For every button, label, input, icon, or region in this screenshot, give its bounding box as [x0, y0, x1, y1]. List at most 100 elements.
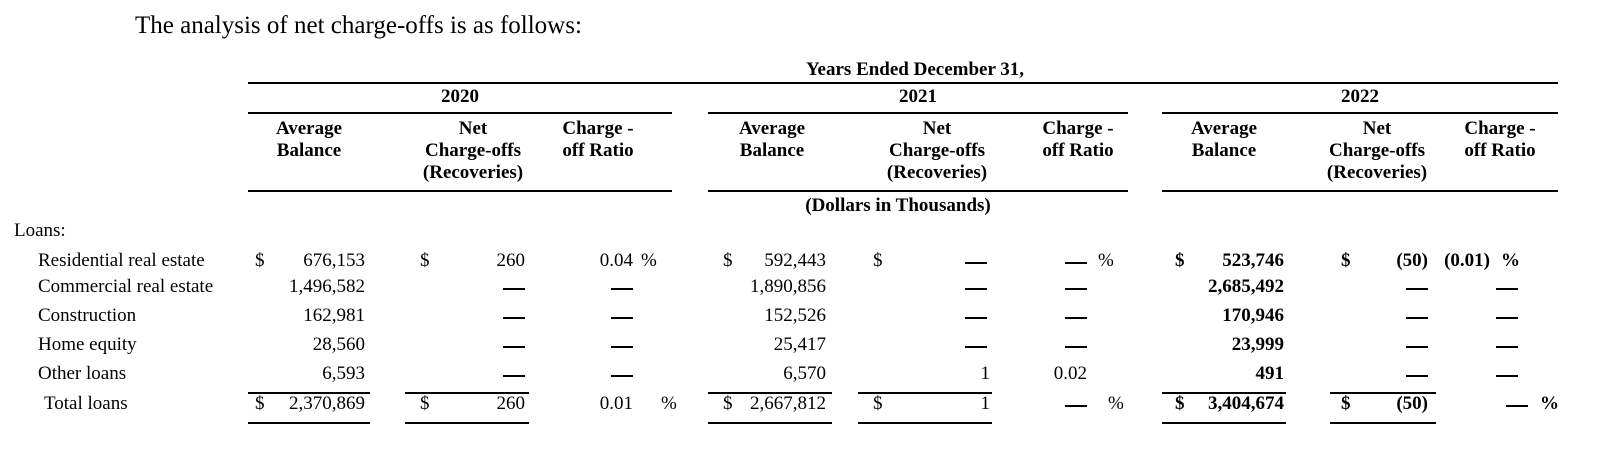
dollar-sign: $: [873, 250, 883, 271]
total-avg-balance: 2,370,869: [289, 393, 365, 414]
net-chargeoffs: 260: [496, 250, 526, 271]
avg-balance: 152,526: [764, 305, 826, 326]
year-2020: 2020: [441, 86, 479, 107]
span-title: Years Ended December 31,: [805, 59, 1025, 80]
avg-balance: 6,593: [322, 363, 365, 384]
col-net-2022: Net Charge-offs (Recoveries): [1326, 118, 1428, 183]
net-chargeoffs-dash: [965, 317, 987, 319]
dollar-sign: $: [255, 250, 265, 271]
net-chargeoffs-dash: [1406, 375, 1428, 377]
header-rule-2021: [708, 190, 1128, 192]
avg-balance: 523,746: [1222, 250, 1284, 271]
chargeoff-ratio-dash: [611, 288, 633, 290]
avg-balance: 25,417: [773, 334, 826, 355]
chargeoff-ratio-dash: [611, 375, 633, 377]
col-ratio-2020: Charge - off Ratio: [562, 118, 634, 161]
year-2020-rule: [248, 112, 672, 114]
chargeoff-ratio-dash: [1065, 346, 1087, 348]
percent-sign: %: [661, 393, 677, 414]
net-chargeoffs-dash: [965, 262, 987, 264]
chargeoff-ratio-dash: [1065, 288, 1087, 290]
header-top-rule: [248, 82, 1558, 84]
avg-balance: 676,153: [303, 250, 365, 271]
dollar-sign: $: [420, 250, 430, 271]
total-ratio-dash: [1065, 405, 1087, 407]
percent-sign: %: [1098, 250, 1114, 271]
net-chargeoffs-dash: [965, 288, 987, 290]
total-double-net-2020: [405, 422, 529, 424]
header-rule-2022: [1162, 190, 1558, 192]
total-double-avg-2020: [248, 422, 370, 424]
chargeoff-ratio-dash: [611, 346, 633, 348]
col-avg-2022: Average Balance: [1190, 118, 1258, 161]
chargeoff-ratio: (0.01): [1444, 250, 1490, 271]
total-net-chargeoffs: 260: [496, 393, 526, 414]
net-chargeoffs-dash: [965, 346, 987, 348]
chargeoff-ratio-dash: [1496, 375, 1518, 377]
total-label: Total loans: [44, 393, 128, 414]
year-2022-rule: [1162, 112, 1558, 114]
percent-sign: %: [1108, 393, 1124, 414]
col-net-2020: Net Charge-offs (Recoveries): [422, 118, 524, 183]
chargeoff-ratio-dash: [1065, 317, 1087, 319]
total-rule-avg-2020: [248, 392, 370, 394]
avg-balance: 162,981: [303, 305, 365, 326]
total-double-avg-2022: [1162, 422, 1286, 424]
total-double-net-2021: [858, 422, 992, 424]
total-ratio-dash: [1506, 405, 1528, 407]
total-double-avg-2021: [708, 422, 832, 424]
total-chargeoff-ratio: 0.01: [599, 393, 633, 414]
chargeoff-ratio: 0.04: [599, 250, 633, 271]
chargeoff-ratio: 0.02: [1053, 363, 1087, 384]
avg-balance: 6,570: [783, 363, 826, 384]
row-label: Residential real estate: [38, 250, 205, 271]
avg-balance: 1,890,856: [750, 276, 826, 297]
dollar-sign: $: [1341, 250, 1351, 271]
avg-balance: 28,560: [312, 334, 365, 355]
total-rule-net-2022: [1330, 392, 1436, 394]
col-net-2021: Net Charge-offs (Recoveries): [886, 118, 988, 183]
section-label: Loans:: [14, 220, 66, 241]
dollar-sign: $: [1341, 393, 1351, 414]
total-rule-avg-2022: [1162, 392, 1286, 394]
col-avg-2020: Average Balance: [275, 118, 343, 161]
net-chargeoffs-dash: [1406, 288, 1428, 290]
avg-balance: 1,496,582: [289, 276, 365, 297]
net-chargeoffs-dash: [503, 288, 525, 290]
total-avg-balance: 2,667,812: [750, 393, 826, 414]
chargeoff-ratio-dash: [611, 317, 633, 319]
avg-balance: 170,946: [1222, 305, 1284, 326]
year-2022: 2022: [1341, 86, 1379, 107]
percent-sign: %: [641, 250, 657, 271]
year-2021-rule: [708, 112, 1128, 114]
net-chargeoffs-dash: [1406, 317, 1428, 319]
total-rule-avg-2021: [708, 392, 832, 394]
net-chargeoffs-dash: [1406, 346, 1428, 348]
dollar-sign: $: [420, 393, 430, 414]
col-ratio-2021: Charge - off Ratio: [1042, 118, 1114, 161]
total-rule-net-2021: [858, 392, 992, 394]
chargeoff-ratio-dash: [1496, 288, 1518, 290]
percent-sign: %: [1540, 393, 1559, 414]
net-chargeoffs-dash: [503, 375, 525, 377]
dollar-sign: $: [1175, 393, 1185, 414]
dollar-sign: $: [873, 393, 883, 414]
dollar-sign: $: [723, 250, 733, 271]
chargeoff-ratio-dash: [1496, 346, 1518, 348]
row-label: Commercial real estate: [38, 276, 214, 297]
col-avg-2021: Average Balance: [738, 118, 806, 161]
total-rule-net-2020: [405, 392, 529, 394]
dollar-sign: $: [255, 393, 265, 414]
units-note: (Dollars in Thousands): [805, 195, 991, 216]
avg-balance: 2,685,492: [1208, 276, 1284, 297]
net-chargeoffs: 1: [980, 363, 991, 384]
percent-sign: %: [1501, 250, 1520, 271]
total-net-chargeoffs: (50): [1396, 393, 1428, 414]
col-ratio-2022: Charge - off Ratio: [1464, 118, 1536, 161]
total-net-chargeoffs: 1: [980, 393, 991, 414]
chargeoff-ratio-dash: [1496, 317, 1518, 319]
avg-balance: 491: [1255, 363, 1285, 384]
net-chargeoffs-dash: [503, 317, 525, 319]
net-chargeoffs-dash: [503, 346, 525, 348]
header-rule-2020: [248, 190, 672, 192]
